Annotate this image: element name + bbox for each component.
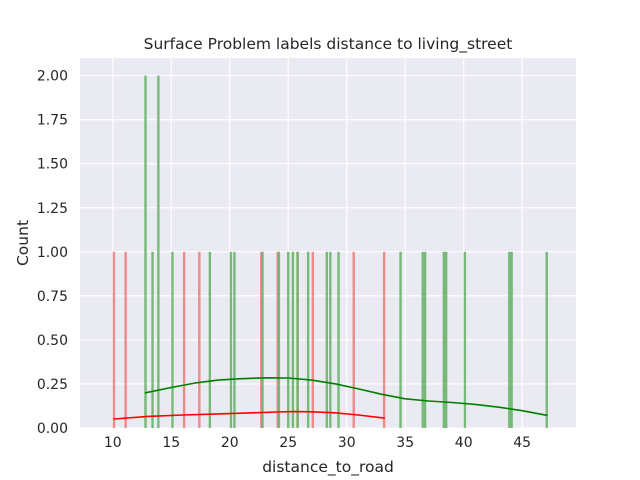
histogram-bar [311, 251, 314, 428]
y-axis-label: Count [14, 220, 32, 266]
y-tick-label: 0.00 [37, 421, 68, 437]
y-tick-label: 1.00 [37, 245, 68, 261]
histogram-bar [151, 251, 154, 428]
histogram-bar [442, 251, 446, 428]
x-tick-label: 45 [513, 435, 531, 451]
histogram-bar [325, 251, 329, 428]
histogram-bar [329, 251, 332, 428]
x-tick-label: 35 [396, 435, 414, 451]
histogram-bar [277, 251, 281, 428]
kde-line [144, 376, 548, 417]
histogram-bar [382, 251, 386, 428]
x-axis-label: distance_to_road [262, 458, 394, 477]
histogram-bar [144, 75, 147, 428]
y-tick-label: 2.00 [37, 69, 68, 85]
x-tick-label: 40 [455, 435, 473, 451]
histogram-bar [421, 251, 424, 428]
series-green-bars [144, 75, 548, 428]
histogram-bar [399, 251, 402, 428]
y-tick-label: 1.50 [37, 157, 68, 173]
x-tick-labels: 10 15 20 25 30 35 40 45 [104, 435, 531, 451]
x-tick-label: 15 [162, 435, 180, 451]
histogram-bar [352, 251, 355, 428]
y-tick-label: 0.25 [37, 377, 68, 393]
histogram-bar [208, 251, 212, 428]
histogram-bar [124, 251, 127, 428]
histogram-bar [463, 251, 467, 428]
y-tick-labels: 0.00 0.25 0.50 0.75 1.00 1.25 1.50 1.75 2.00 [37, 69, 68, 437]
histogram-bar [198, 251, 201, 428]
histogram-bar [229, 251, 233, 428]
chart-title: Surface Problem labels distance to livin… [144, 35, 513, 54]
histogram-bar [423, 251, 427, 428]
kde-curves [113, 376, 548, 420]
histogram-bar [545, 251, 548, 428]
histogram-bar [287, 251, 290, 428]
histogram-bar [510, 251, 513, 428]
y-tick-label: 1.75 [37, 113, 68, 129]
x-tick-label: 30 [338, 435, 356, 451]
y-tick-label: 0.75 [37, 289, 68, 305]
histogram-bar [444, 251, 448, 428]
y-tick-label: 1.25 [37, 201, 68, 217]
histogram-bar [296, 251, 299, 428]
histogram-bar [508, 251, 511, 428]
histogram-bar [337, 251, 340, 428]
histogram-bar [171, 251, 174, 428]
histogram-bar [261, 251, 264, 428]
histogram-bar [306, 251, 310, 428]
kde-line [113, 410, 386, 420]
histogram-bar [233, 251, 236, 428]
histogram-bar [291, 251, 295, 428]
y-tick-label: 0.50 [37, 333, 68, 349]
histogram-bar [182, 251, 186, 428]
x-tick-label: 10 [104, 435, 122, 451]
x-tick-label: 25 [279, 435, 297, 451]
histogram-bar [157, 75, 160, 428]
x-tick-label: 20 [221, 435, 239, 451]
histogram-bar [112, 251, 116, 428]
